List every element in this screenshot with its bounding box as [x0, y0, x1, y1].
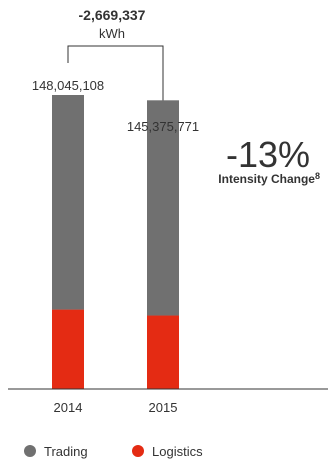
legend-label-trading: Trading: [44, 444, 88, 459]
x-tick-2014: 2014: [54, 400, 83, 415]
legend-marker-trading: [24, 445, 36, 457]
legend-marker-logistics: [132, 445, 144, 457]
bars-layer: [52, 95, 179, 389]
bar-logistics-2015: [147, 315, 179, 389]
difference-unit: kWh: [99, 26, 125, 41]
total-label-2015: 145,375,771: [127, 119, 199, 134]
legend-label-logistics: Logistics: [152, 444, 203, 459]
intensity-footnote: 8: [315, 171, 320, 181]
intensity-label-text: Intensity Change: [218, 172, 315, 186]
difference-bracket: [67, 45, 164, 117]
difference-value: -2,669,337: [79, 7, 146, 23]
bar-trading-2014: [52, 95, 84, 310]
intensity-value: -13%: [226, 134, 310, 175]
bar-trading-2015: [147, 100, 179, 316]
x-tick-2015: 2015: [149, 400, 178, 415]
total-label-2014: 148,045,108: [32, 78, 104, 93]
intensity-label: Intensity Change8: [218, 171, 320, 186]
bar-logistics-2014: [52, 309, 84, 389]
